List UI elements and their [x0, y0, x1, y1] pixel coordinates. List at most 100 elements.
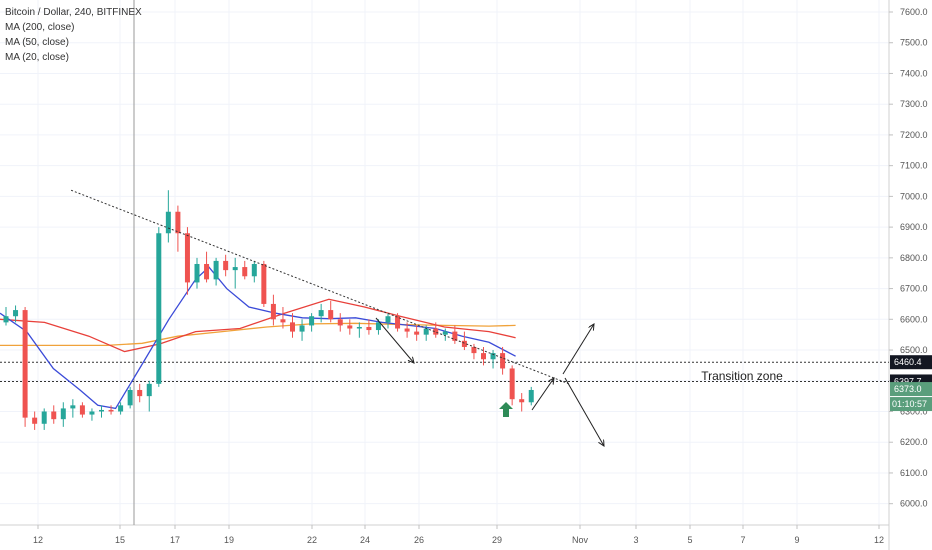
- x-tick-label: 5: [687, 535, 692, 545]
- candle-body: [22, 310, 28, 418]
- y-tick-label: 6700.0: [900, 284, 928, 294]
- green-up-arrow-icon: [499, 402, 513, 417]
- transition-zone-lines: [0, 361, 889, 382]
- candle-body: [3, 316, 9, 323]
- candle-body: [184, 233, 190, 283]
- candle-body: [156, 233, 162, 384]
- candle-body: [490, 353, 496, 360]
- candle-body: [60, 408, 66, 420]
- candle-body: [299, 325, 305, 332]
- x-tick-label: 7: [740, 535, 745, 545]
- legend-ma200: MA (200, close): [5, 22, 75, 33]
- price-tag-6460-bg: [890, 355, 932, 370]
- candle-body: [108, 409, 114, 412]
- candle-body: [519, 399, 525, 403]
- candle-body: [89, 411, 95, 415]
- x-tick-label: 9: [794, 535, 799, 545]
- y-tick-label: 7200.0: [900, 130, 928, 140]
- y-tick-label: 7100.0: [900, 161, 928, 171]
- candle-body: [251, 263, 257, 277]
- y-tick-label: 6100.0: [900, 468, 928, 478]
- y-tick-label: 6500.0: [900, 345, 928, 355]
- candle-body: [347, 325, 353, 329]
- x-tick-label: 12: [874, 535, 884, 545]
- candle-body: [99, 409, 104, 412]
- candle-body: [500, 353, 506, 369]
- y-tick-label: 6200.0: [900, 437, 928, 447]
- candle-body: [79, 405, 85, 415]
- candle-body: [395, 316, 401, 329]
- price-tag-last: 6373.0: [894, 384, 922, 394]
- legend: Bitcoin / Dollar, 240, BITFINEX MA (200,…: [5, 5, 142, 65]
- candle-body: [242, 267, 248, 277]
- x-tick-label: 15: [115, 535, 125, 545]
- x-tick-label: 12: [33, 535, 43, 545]
- candle-body: [194, 263, 200, 283]
- legend-ma20: MA (20, close): [5, 52, 69, 63]
- candles: [3, 190, 534, 430]
- candle-body: [309, 316, 315, 326]
- candle-body: [270, 303, 276, 320]
- candle-body: [261, 263, 267, 304]
- ma50-line: [0, 298, 516, 353]
- grid: [0, 0, 889, 525]
- y-tick-label: 7600.0: [900, 7, 928, 17]
- transition-zone-label: Transition zone: [701, 369, 783, 383]
- candle-body: [280, 319, 286, 323]
- candle-body: [118, 405, 124, 412]
- timer-tag: 01:10:57: [892, 399, 927, 409]
- candle-body: [175, 211, 181, 234]
- x-tick-label: 17: [170, 535, 180, 545]
- y-tick-label: 6900.0: [900, 222, 928, 232]
- price-tag-6460: 6460.4: [894, 357, 922, 367]
- y-tick-label: 7400.0: [900, 68, 928, 78]
- down-projection-arrow: [564, 377, 604, 446]
- timer-tag-bg: [890, 397, 932, 412]
- candle-body: [41, 411, 47, 424]
- y-tick-label: 7300.0: [900, 99, 928, 109]
- up-projection-arrow: [562, 324, 594, 375]
- x-tick-label: 19: [224, 535, 234, 545]
- candle-body: [481, 353, 486, 360]
- candle-body: [385, 316, 391, 323]
- candle-body: [328, 310, 334, 320]
- candle-body: [290, 322, 295, 332]
- x-tick-label: 29: [492, 535, 502, 545]
- candle-body: [223, 260, 229, 271]
- candle-body: [318, 310, 324, 317]
- candle-body: [442, 331, 448, 335]
- x-tick-label: 26: [414, 535, 424, 545]
- up-arrow-short: [531, 378, 554, 411]
- x-tick-label: 3: [633, 535, 638, 545]
- candle-body: [32, 417, 38, 424]
- projection-arrows: [375, 317, 604, 446]
- y-tick-label: 6000.0: [900, 499, 928, 509]
- candle-body: [146, 383, 152, 397]
- candle-body: [423, 328, 429, 335]
- candle-body: [509, 368, 515, 400]
- candle-body: [165, 211, 171, 234]
- legend-ma50: MA (50, close): [5, 37, 69, 48]
- time-axis: 12 15 17 19 22 24 26 29 Nov 3 5 7 9 12: [33, 525, 884, 545]
- candle-body: [213, 260, 219, 280]
- price-tag-last-bg: [890, 382, 932, 397]
- y-tick-label: 7500.0: [900, 38, 928, 48]
- trendline: [70, 189, 570, 385]
- candle-body: [13, 310, 19, 317]
- candle-body: [70, 405, 76, 409]
- candle-body: [232, 267, 238, 271]
- legend-symbol: Bitcoin / Dollar, 240, BITFINEX: [5, 7, 142, 18]
- down-arrow-small: [375, 317, 414, 363]
- candle-body: [461, 340, 467, 347]
- candle-body: [366, 326, 372, 331]
- x-tick-label: 24: [360, 535, 370, 545]
- candle-body: [356, 326, 362, 329]
- price-tag-6397: 6397.7: [894, 376, 922, 386]
- y-tick-label: 6600.0: [900, 314, 928, 324]
- y-tick-label: 7000.0: [900, 191, 928, 201]
- x-tick-label: 22: [307, 535, 317, 545]
- ma200-line: [0, 322, 516, 347]
